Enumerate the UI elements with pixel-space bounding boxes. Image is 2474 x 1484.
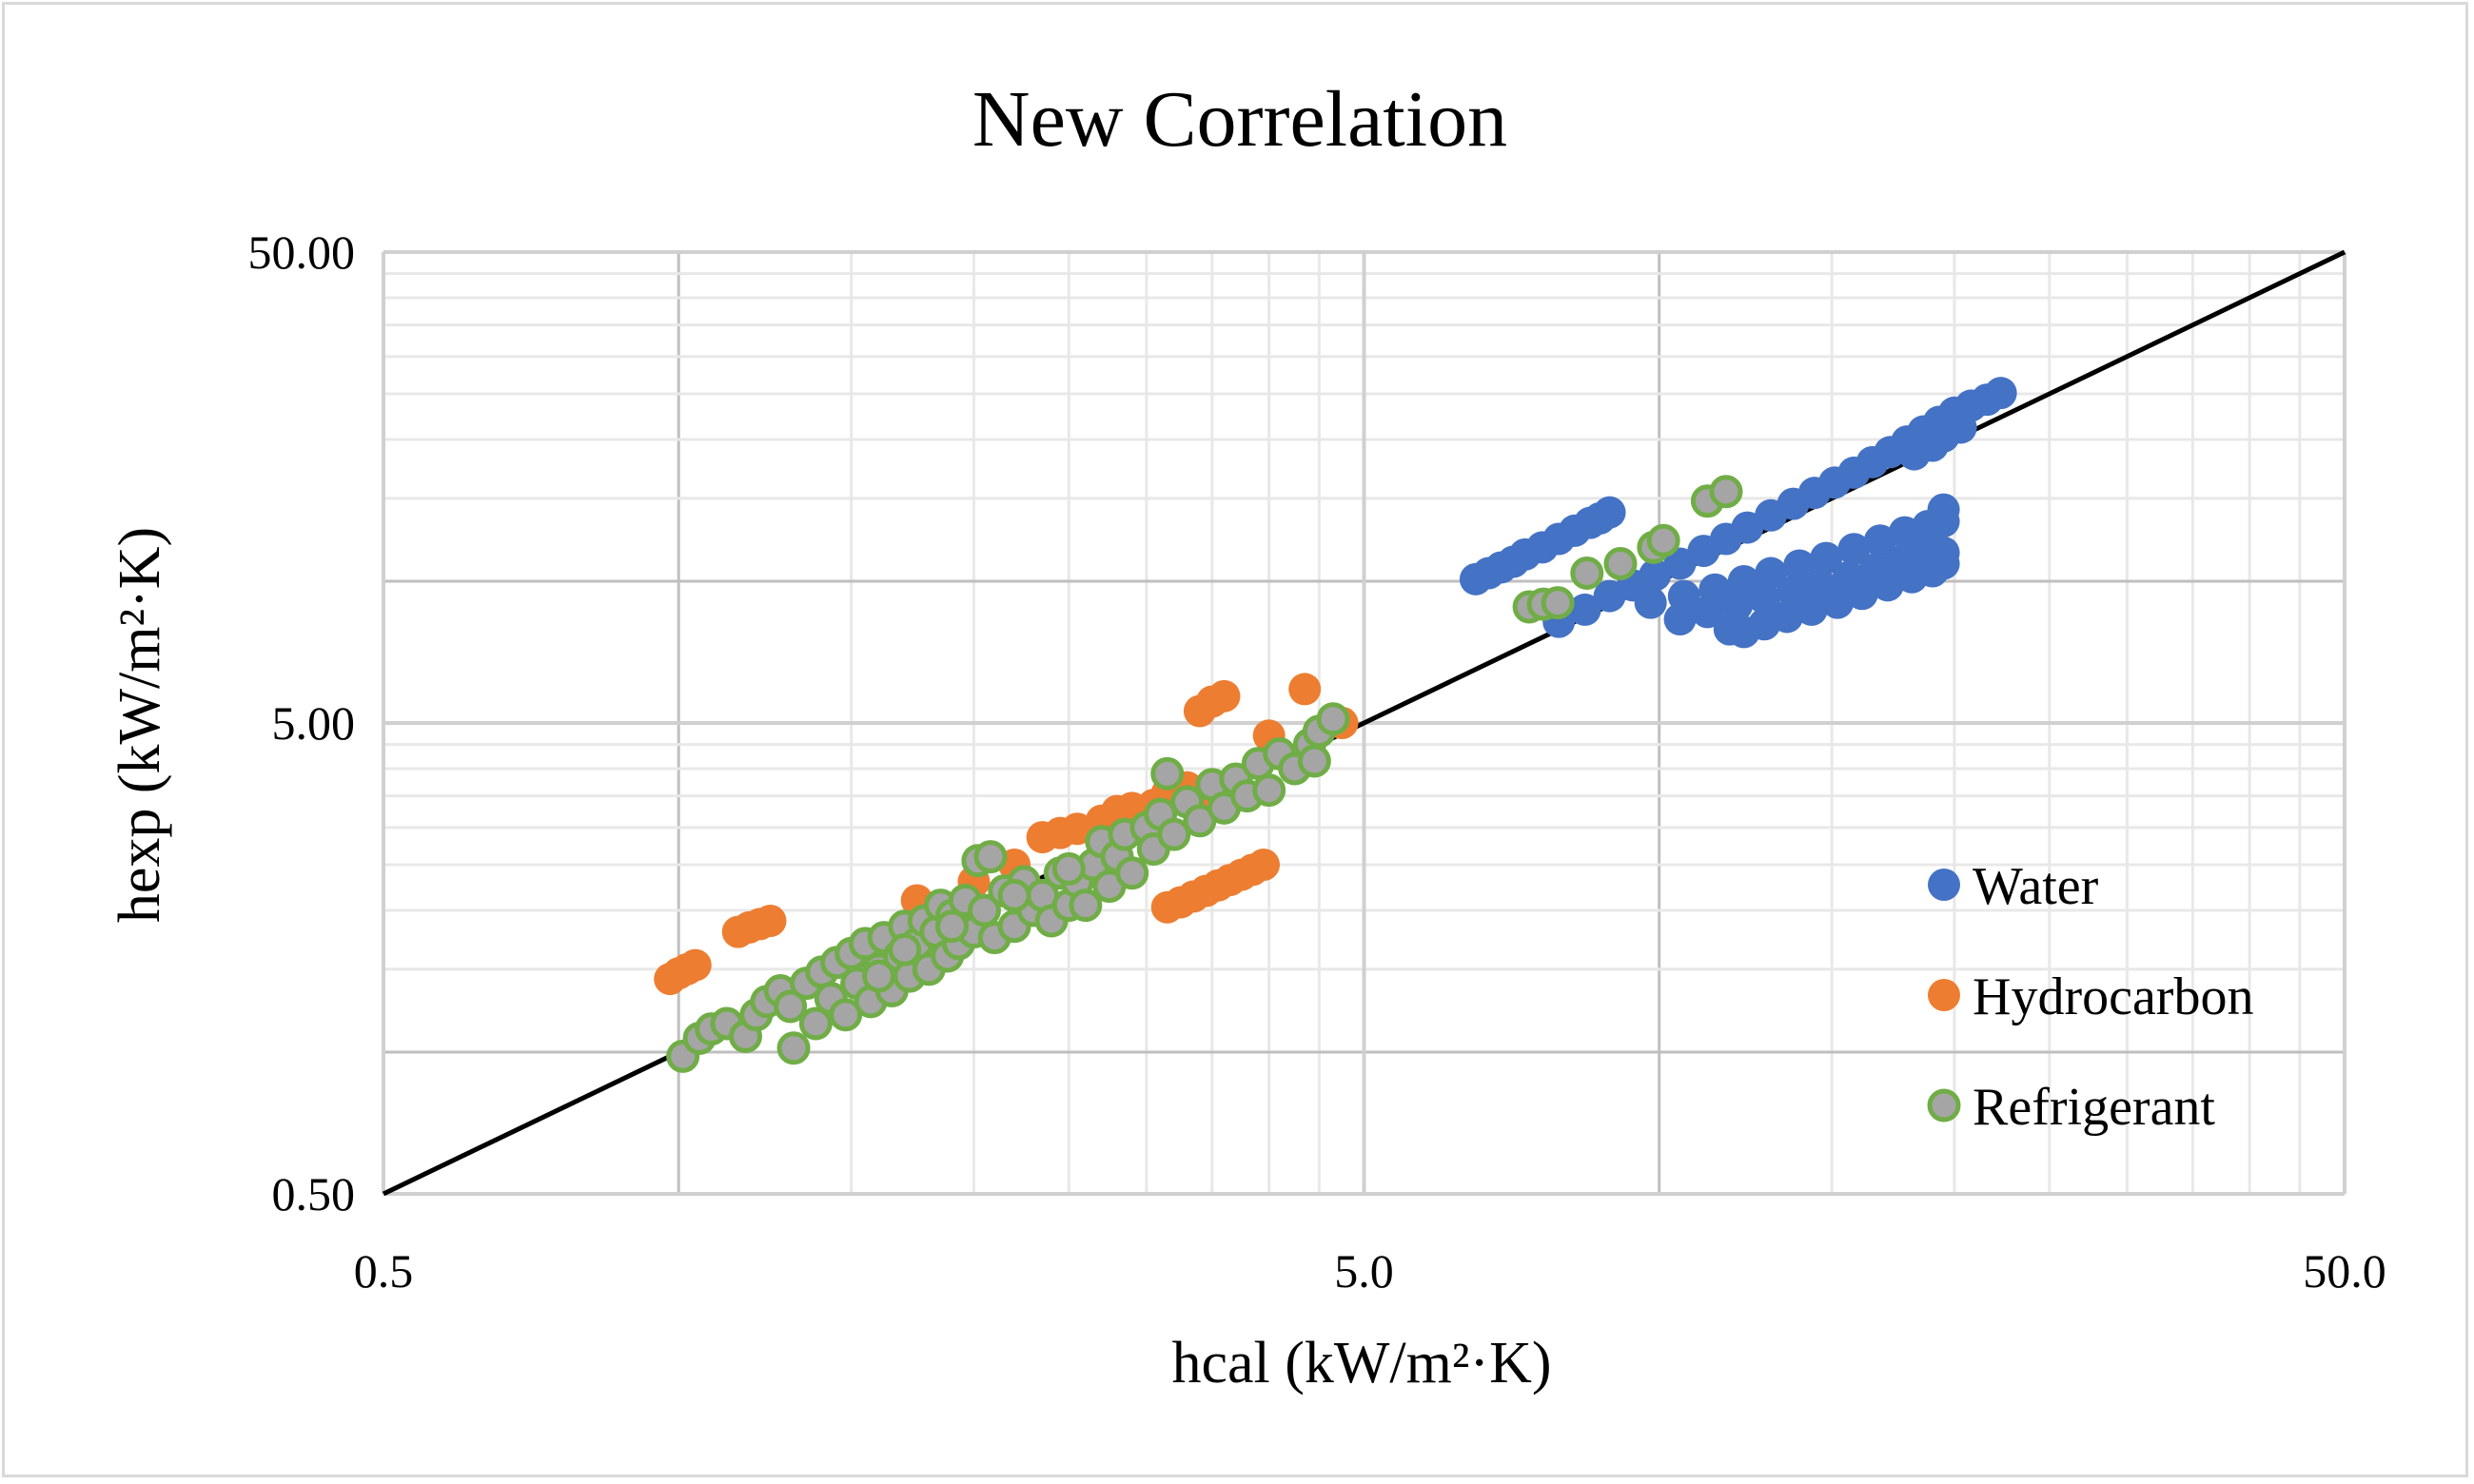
legend-label: Refrigerant (1973, 1078, 2215, 1137)
data-point-refrigerant (829, 998, 863, 1032)
legend-label: Hydrocarbon (1973, 967, 2253, 1026)
axis-ticks: 0.5 5.0 50.0 0.50 5.00 50.00 (248, 225, 2386, 1298)
data-point-hydrocarbon (1247, 849, 1281, 882)
data-point-refrigerant (776, 1031, 811, 1065)
legend-item-water: Water (1928, 857, 2099, 916)
data-point-water (1720, 589, 1754, 622)
grid (382, 250, 2346, 1196)
legend-item-refrigerant: Refrigerant (1927, 1078, 2215, 1137)
data-point-water (1634, 586, 1667, 619)
data-points (654, 377, 2017, 1073)
series-water (1459, 377, 2017, 649)
data-point-water (1771, 600, 1804, 634)
data-point-water (1755, 556, 1788, 590)
data-point-refrigerant (1570, 556, 1604, 591)
legend-marker-hydrocarbon (1928, 979, 1960, 1011)
data-point-refrigerant (1541, 586, 1575, 620)
data-point-refrigerant (1157, 817, 1191, 851)
data-point-water (1583, 501, 1617, 535)
data-point-refrigerant (973, 840, 1008, 874)
data-point-hydrocarbon (1288, 673, 1322, 706)
data-point-water (1927, 547, 1960, 580)
y-axis-label: hexp (kW/m²·K) (108, 527, 172, 923)
y-tick-label: 5.00 (272, 696, 356, 750)
data-point-refrigerant (1069, 888, 1103, 923)
series-hydrocarbon (654, 673, 1359, 996)
y-tick-label: 50.00 (248, 225, 356, 279)
data-point-water (1795, 593, 1828, 626)
data-point-water (1783, 549, 1816, 582)
data-point-hydrocarbon (1208, 679, 1241, 713)
data-point-refrigerant (1316, 702, 1350, 736)
data-point-water (1810, 541, 1843, 575)
data-point-water (1821, 586, 1855, 619)
data-point-water (1897, 438, 1931, 471)
legend-item-hydrocarbon: Hydrocarbon (1928, 967, 2253, 1026)
data-point-water (1927, 493, 1960, 526)
x-tick-label: 50.0 (2303, 1244, 2386, 1298)
data-point-water (1748, 581, 1781, 615)
data-point-hydrocarbon (678, 948, 712, 982)
data-point-refrigerant (1603, 546, 1638, 580)
y-tick-label: 0.50 (272, 1167, 356, 1220)
series-refrigerant (666, 475, 1743, 1073)
data-point-refrigerant (774, 989, 808, 1024)
data-point-water (1944, 411, 1977, 444)
data-point-refrigerant (1150, 756, 1185, 791)
x-tick-label: 0.5 (354, 1244, 414, 1298)
legend-marker-refrigerant (1927, 1088, 1961, 1123)
data-point-refrigerant (1252, 773, 1286, 808)
x-tick-label: 5.0 (1334, 1244, 1394, 1298)
data-point-refrigerant (1709, 475, 1743, 509)
x-axis-label: hcal (kW/m²·K) (1171, 1331, 1551, 1396)
legend-marker-water (1928, 869, 1960, 901)
data-point-refrigerant (888, 932, 922, 967)
data-point-refrigerant (1115, 856, 1149, 890)
data-point-water (1691, 596, 1724, 629)
data-point-water (1845, 577, 1878, 611)
data-point-refrigerant (997, 878, 1031, 912)
data-point-hydrocarbon (754, 905, 787, 938)
data-point-hydrocarbon (1061, 812, 1094, 846)
scatter-chart: New Correlation 0.5 5.0 50.00.505.0050.00 … (108, 75, 2386, 1396)
data-point-water (1568, 593, 1601, 626)
data-point-refrigerant (1646, 523, 1680, 557)
data-point-refrigerant (798, 1006, 833, 1041)
data-point-water (1663, 547, 1697, 580)
data-point-refrigerant (934, 909, 969, 944)
data-point-refrigerant (1297, 744, 1331, 778)
data-point-water (1663, 603, 1697, 636)
data-point-refrigerant (862, 959, 896, 993)
data-point-water (1837, 533, 1871, 566)
data-point-water (1863, 524, 1896, 557)
chart-title: New Correlation (972, 75, 1507, 164)
data-point-refrigerant (1051, 851, 1086, 886)
data-point-water (1984, 377, 2017, 410)
data-point-water (1639, 558, 1672, 592)
legend-label: Water (1973, 857, 2099, 916)
legend: Water Hydrocarbon Refrigerant (1927, 857, 2253, 1137)
